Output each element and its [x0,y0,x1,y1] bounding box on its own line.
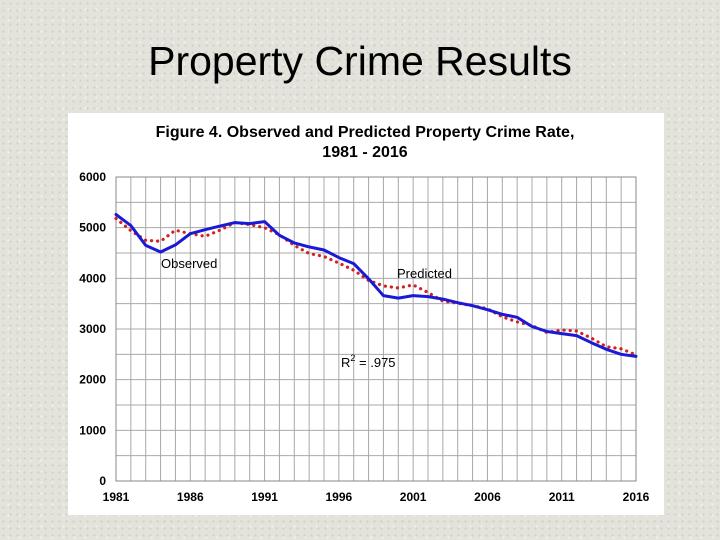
x-tick-label: 1991 [251,490,278,504]
x-tick-label: 1986 [177,490,204,504]
r-squared-label: R2 = .975 [341,353,396,370]
r2-superscript: 2 [350,353,355,363]
slide-title: Property Crime Results [148,38,572,84]
y-tick-label: 1000 [79,423,106,437]
x-tick-label: 1996 [326,490,353,504]
y-tick-label: 3000 [79,322,106,336]
x-tick-label: 1981 [103,490,130,504]
x-tick-label: 2006 [474,490,501,504]
chart-series [114,213,638,358]
predicted-label: Predicted [397,266,452,281]
x-tick-label: 2011 [549,490,575,504]
series-line-predicted [114,216,638,357]
y-tick-label: 0 [99,474,106,488]
line-chart: Figure 4. Observed and Predicted Propert… [79,124,650,504]
observed-label: Observed [161,256,217,271]
chart-title-line-2: 1981 - 2016 [322,144,408,161]
r2-prefix: R [341,355,350,370]
x-tick-label: 2001 [400,490,427,504]
x-axis-ticks: 1981 1986 1991 1996 2001 2006 2011 2016 [103,490,650,504]
r2-suffix: = .975 [355,355,395,370]
chart-title-line-1: Figure 4. Observed and Predicted Propert… [156,124,575,141]
series-line-observed [114,213,638,358]
y-tick-label: 4000 [79,271,106,285]
chart-panel: Figure 4. Observed and Predicted Propert… [68,113,664,515]
y-tick-label: 6000 [79,170,106,184]
y-tick-label: 5000 [79,221,106,235]
y-tick-label: 2000 [79,373,106,387]
chart-grid [115,176,637,482]
y-axis-ticks: 0 1000 2000 3000 4000 5000 6000 [79,170,106,488]
plot-border [115,176,637,482]
x-tick-label: 2016 [623,490,650,504]
